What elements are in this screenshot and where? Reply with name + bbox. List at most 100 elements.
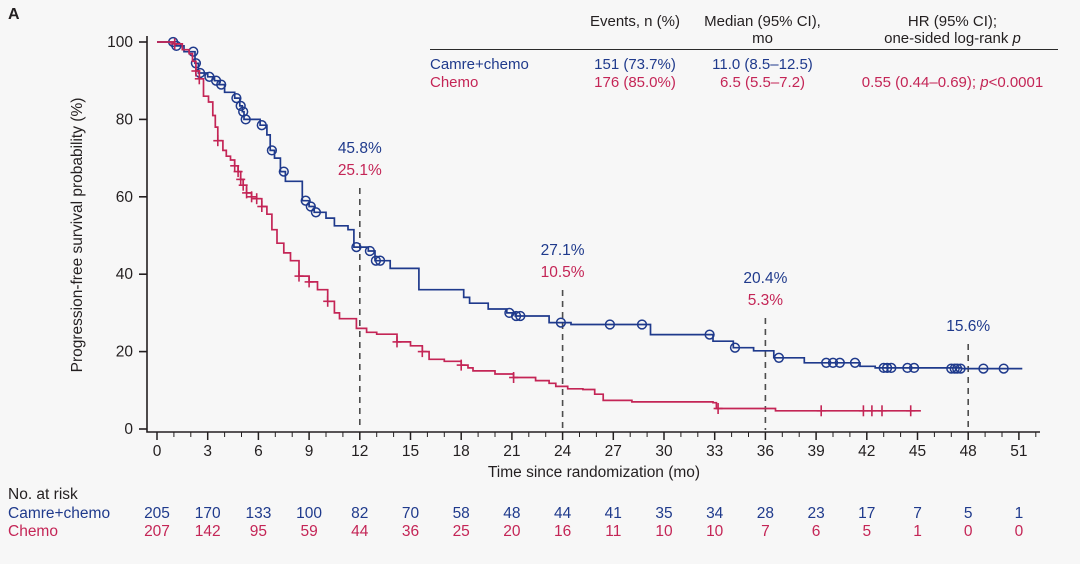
censor-circle-icon bbox=[216, 79, 227, 90]
risk-count: 28 bbox=[757, 505, 774, 522]
summary-header-median-line1: Median (95% CI), bbox=[704, 13, 821, 30]
censor-circle-icon bbox=[878, 362, 889, 374]
x-tick-label: 39 bbox=[807, 443, 824, 460]
censor-circle-icon bbox=[886, 362, 897, 374]
censor-circle-icon bbox=[555, 317, 567, 328]
x-tick-label: 51 bbox=[1010, 443, 1027, 460]
hr-camre bbox=[825, 56, 1080, 74]
summary-table-rule bbox=[430, 49, 1058, 50]
km-curve-camre bbox=[157, 41, 1023, 370]
risk-row-label-chemo: Chemo bbox=[8, 523, 58, 540]
milestone-label-camre: 27.1% bbox=[541, 242, 585, 259]
risk-count: 207 bbox=[144, 523, 170, 540]
series-camre bbox=[157, 36, 1023, 374]
censor-circle-icon bbox=[849, 357, 861, 368]
censor-circle-icon bbox=[821, 357, 832, 368]
x-tick-label: 36 bbox=[757, 443, 774, 460]
italic-p: p bbox=[1012, 30, 1021, 47]
censor-circle-icon bbox=[515, 310, 526, 322]
risk-count: 10 bbox=[655, 523, 673, 540]
summary-header-spacer bbox=[430, 13, 570, 30]
censor-circle-icon bbox=[704, 329, 715, 340]
censor-circle-icon bbox=[310, 207, 322, 218]
series-label-chemo: Chemo bbox=[430, 74, 479, 91]
risk-count: 23 bbox=[807, 505, 824, 522]
censor-circle-icon bbox=[827, 357, 839, 368]
risk-count: 58 bbox=[453, 505, 470, 522]
censor-circle-icon bbox=[604, 319, 616, 330]
censor-circle-icon bbox=[834, 357, 845, 368]
summary-header-hr-line1: HR (95% CI); bbox=[907, 13, 998, 30]
censor-circle-icon bbox=[300, 195, 311, 206]
risk-count: 5 bbox=[862, 523, 871, 540]
milestone-label-camre: 45.8% bbox=[338, 140, 382, 157]
x-tick-label: 12 bbox=[351, 443, 368, 460]
censor-circle-icon bbox=[952, 363, 963, 374]
censor-circle-icon bbox=[978, 363, 989, 374]
x-tick-label: 0 bbox=[153, 443, 162, 460]
summary-table-header: Events, n (%) Median (95% CI), HR (95% C… bbox=[430, 13, 1080, 47]
x-tick-label: 27 bbox=[605, 443, 622, 460]
x-tick-label: 6 bbox=[254, 443, 263, 460]
censor-circle-icon bbox=[278, 166, 289, 177]
risk-count: 170 bbox=[195, 505, 221, 522]
milestone-label-camre: 15.6% bbox=[946, 318, 990, 335]
risk-count: 25 bbox=[453, 523, 470, 540]
x-tick-label: 9 bbox=[305, 443, 314, 460]
risk-count: 41 bbox=[605, 505, 622, 522]
risk-count: 59 bbox=[300, 523, 317, 540]
risk-count: 95 bbox=[250, 523, 267, 540]
risk-count: 5 bbox=[964, 505, 973, 522]
risk-count: 44 bbox=[554, 505, 572, 522]
events-chemo: 176 (85.0%) bbox=[594, 74, 676, 91]
censor-circle-icon bbox=[305, 201, 316, 212]
x-tick-label: 48 bbox=[960, 443, 977, 460]
summary-row-chemo: Chemo 176 (85.0%) 6.5 (5.5–7.2) 0.55 (0.… bbox=[430, 74, 1080, 92]
risk-count: 7 bbox=[913, 505, 922, 522]
censor-circle-icon bbox=[636, 319, 648, 330]
censor-circle-icon bbox=[998, 363, 1009, 374]
panel-label: A bbox=[8, 6, 20, 23]
censor-circle-icon bbox=[773, 352, 785, 363]
milestone-label-chemo: 25.1% bbox=[338, 162, 382, 179]
x-axis-title: Time since randomization (mo) bbox=[488, 464, 700, 481]
censor-circle-icon bbox=[256, 120, 267, 131]
risk-count: 44 bbox=[351, 523, 369, 540]
summary-row-camre: Camre+chemo 151 (73.7%) 11.0 (8.5–12.5) bbox=[430, 56, 1080, 74]
censor-circle-icon bbox=[510, 310, 522, 322]
x-tick-label: 24 bbox=[554, 443, 572, 460]
censor-circle-icon bbox=[902, 362, 913, 374]
x-tick-label: 33 bbox=[706, 443, 723, 460]
y-tick-label: 100 bbox=[107, 34, 133, 51]
censor-circle-icon bbox=[374, 255, 386, 266]
risk-table-title: No. at risk bbox=[8, 486, 78, 503]
risk-count: 100 bbox=[296, 505, 322, 522]
risk-count: 1 bbox=[913, 523, 922, 540]
censor-circle-icon bbox=[235, 100, 246, 112]
x-tick-label: 18 bbox=[453, 443, 470, 460]
risk-count: 1 bbox=[1015, 505, 1024, 522]
censor-circle-icon bbox=[240, 114, 251, 125]
risk-count: 20 bbox=[503, 523, 521, 540]
censor-circle-icon bbox=[729, 342, 741, 353]
x-tick-label: 42 bbox=[858, 443, 875, 460]
risk-count: 6 bbox=[812, 523, 821, 540]
median-camre: 11.0 (8.5–12.5) bbox=[712, 56, 813, 73]
censor-circle-icon bbox=[171, 40, 182, 52]
series-label-camre: Camre+chemo bbox=[430, 56, 529, 73]
risk-count: 7 bbox=[761, 523, 770, 540]
risk-count: 16 bbox=[554, 523, 571, 540]
summary-header-median-line2: mo bbox=[752, 30, 773, 47]
risk-count: 36 bbox=[402, 523, 419, 540]
events-camre: 151 (73.7%) bbox=[594, 56, 676, 73]
summary-table-rows: Camre+chemo 151 (73.7%) 11.0 (8.5–12.5) … bbox=[430, 56, 1080, 92]
censor-circle-icon bbox=[351, 241, 362, 253]
censor-circle-icon bbox=[364, 245, 376, 257]
risk-count: 48 bbox=[503, 505, 520, 522]
median-chemo: 6.5 (5.5–7.2) bbox=[719, 74, 806, 91]
risk-count: 35 bbox=[655, 505, 672, 522]
censor-circle-icon bbox=[955, 363, 966, 374]
